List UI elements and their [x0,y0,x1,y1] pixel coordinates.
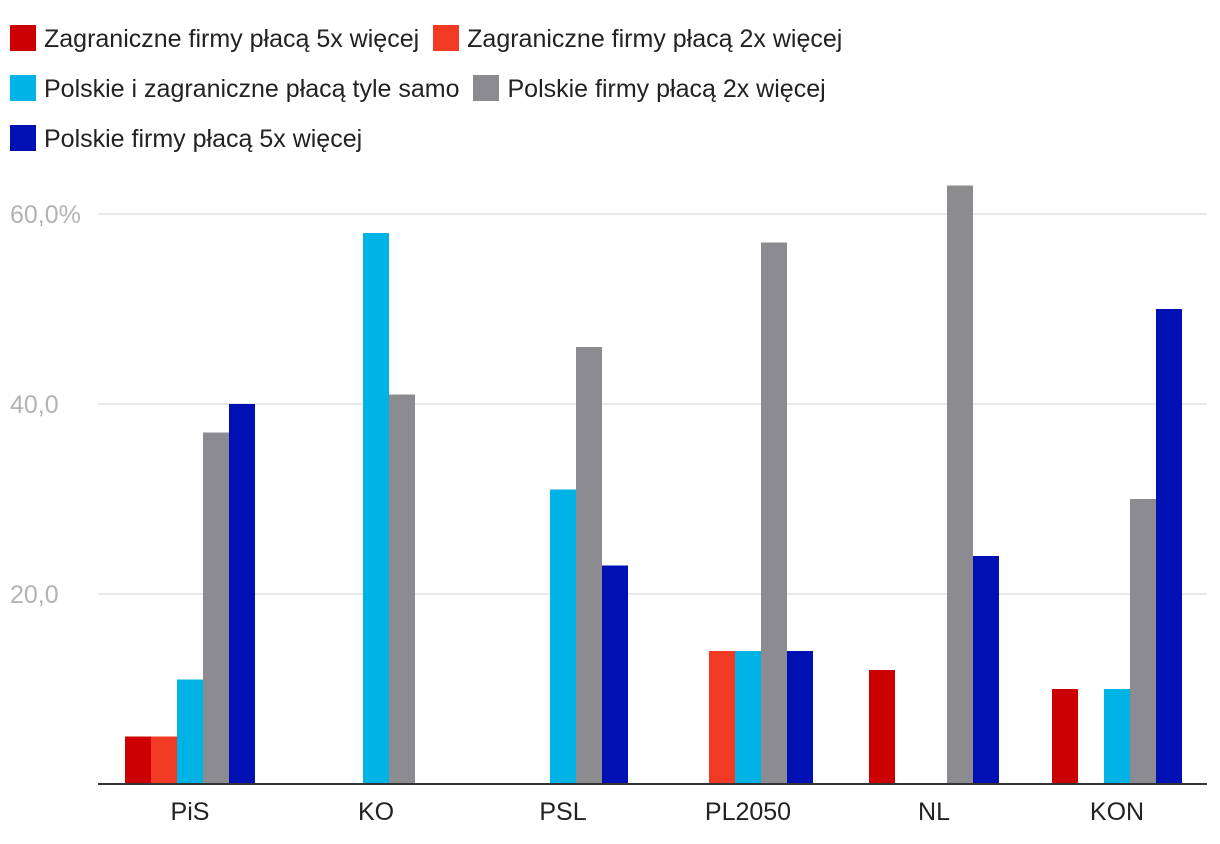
legend-item: Polskie firmy płacą 2x więcej [473,64,826,114]
legend-item: Zagraniczne firmy płacą 2x więcej [433,14,842,64]
bar-psl-series-3 [550,489,576,784]
legend-label: Zagraniczne firmy płacą 2x więcej [467,25,843,53]
bar-pl2050-series-4 [761,242,787,784]
bars [125,185,1182,784]
y-tick-label: 20,0 [10,581,59,609]
legend-swatch [10,25,36,51]
legend-swatch [10,75,36,101]
bar-kon-series-4 [1130,499,1156,784]
bar-kon-series-1 [1052,689,1078,784]
bar-pl2050-series-3 [735,651,761,784]
gridlines [98,213,1207,595]
x-tick-label: KO [358,798,394,826]
bar-nl-series-1 [869,670,895,784]
bar-pl2050-series-5 [787,651,813,784]
bar-ko-series-3 [363,233,389,784]
legend-swatch [433,25,460,51]
y-tick-label: 40,0 [10,391,59,419]
x-tick-label: PiS [171,798,210,826]
bar-pis-series-3 [177,679,203,784]
x-tick-label: PSL [539,798,586,826]
y-axis-labels: 20,0 40,0 60,0% [10,201,81,609]
legend-label: Polskie firmy płacą 2x więcej [507,75,826,103]
x-tick-label: NL [918,798,950,826]
x-tick-label: PL2050 [705,798,791,826]
bar-pl2050-series-2 [709,651,735,784]
bar-pis-series-2 [151,736,177,784]
legend-label: Polskie i zagraniczne płacą tyle samo [44,75,460,103]
bar-pis-series-5 [229,404,255,784]
y-tick-label: 60,0% [10,201,81,229]
bar-kon-series-3 [1104,689,1130,784]
x-tick-label: KON [1090,798,1144,826]
legend-label: Polskie firmy płacą 5x więcej [44,125,363,153]
legend-item: Polskie firmy płacą 5x więcej [10,114,362,164]
bar-kon-series-5 [1156,309,1182,784]
x-axis-labels: PiS KO PSL PL2050 NL KON [171,798,1145,826]
bar-pis-series-1 [125,736,151,784]
bar-pis-series-4 [203,432,229,784]
legend: Zagraniczne firmy płacą 5x więcej Zagrani… [10,14,1200,164]
legend-label: Zagraniczne firmy płacą 5x więcej [44,25,420,53]
bar-nl-series-5 [973,556,999,784]
bar-ko-series-4 [389,394,415,784]
legend-swatch [10,125,36,151]
bar-psl-series-5 [602,565,628,784]
bar-psl-series-4 [576,347,602,784]
legend-swatch [473,75,500,101]
legend-item: Zagraniczne firmy płacą 5x więcej [10,14,419,64]
legend-item: Polskie i zagraniczne płacą tyle samo [10,64,459,114]
bar-nl-series-4 [947,185,973,784]
